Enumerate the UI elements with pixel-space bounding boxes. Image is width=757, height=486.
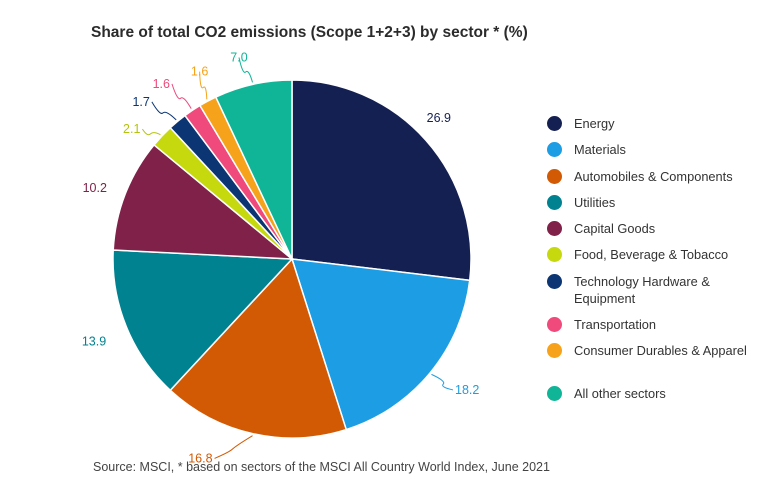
leader-line	[199, 71, 208, 100]
legend-swatch	[547, 194, 562, 210]
legend-swatch	[547, 168, 562, 184]
pie-slice-automobiles-components	[169, 257, 348, 439]
legend-label: Consumer Durables & Apparel	[574, 343, 747, 359]
legend-label: Capital Goods	[574, 221, 656, 237]
legend-label: Materials	[574, 142, 626, 158]
legend-swatch	[547, 273, 562, 289]
leader-line	[151, 101, 177, 121]
legend-item: Capital Goods	[547, 220, 752, 237]
data-label: 7.0	[230, 51, 247, 65]
data-label: 16.8	[188, 451, 212, 465]
data-label: 10.2	[83, 181, 107, 195]
pie-slice-energy	[291, 79, 472, 282]
leader-line	[171, 83, 192, 109]
legend-label: Automobiles & Components	[574, 168, 733, 184]
data-label: 2.1	[123, 122, 140, 136]
legend-label: Utilities	[574, 194, 616, 210]
data-label: 26.9	[427, 111, 451, 125]
leader-line	[214, 435, 253, 459]
legend-item: Consumer Durables & Apparel	[547, 342, 752, 376]
legend-item: Automobiles & Components	[547, 168, 752, 185]
legend-label: Energy	[574, 116, 615, 131]
legend-item: All other sectors	[547, 385, 752, 402]
data-label: 1.6	[191, 65, 208, 79]
legend-label: Transportation	[574, 316, 657, 332]
leader-line	[238, 57, 253, 83]
leader-line	[142, 128, 161, 136]
data-label: 1.7	[132, 95, 149, 109]
chart-title: Share of total CO2 emissions (Scope 1+2+…	[91, 24, 528, 41]
legend-swatch	[547, 116, 562, 131]
legend-item: Food, Beverage & Tobacco	[547, 246, 752, 263]
source-note: Source: MSCI, * based on sectors of the …	[93, 460, 550, 474]
legend-swatch	[547, 386, 562, 402]
data-label: 18.2	[455, 383, 479, 397]
legend-swatch	[547, 247, 562, 263]
legend-swatch	[547, 316, 562, 332]
legend-item: Utilities	[547, 194, 752, 211]
legend-item: Materials	[547, 141, 752, 158]
legend-swatch	[547, 343, 562, 359]
data-label: 13.9	[82, 334, 106, 348]
legend-swatch	[547, 142, 562, 158]
chart-legend: Energy Materials Automobiles & Components U…	[547, 115, 752, 411]
legend-item: Transportation	[547, 316, 752, 333]
legend-item: Technology Hardware & Equipment	[547, 273, 752, 307]
data-label: 1.6	[153, 77, 170, 91]
pie-slice-utilities	[112, 249, 294, 392]
legend-label: All other sectors	[574, 386, 666, 402]
legend-label: Food, Beverage & Tobacco	[574, 247, 729, 263]
pie-slice-materials	[290, 258, 471, 431]
leader-line	[431, 373, 454, 391]
pie-slice-capital-goods	[112, 143, 295, 260]
legend-item: Energy	[547, 115, 752, 132]
legend-label: Technology Hardware & Equipment	[574, 273, 710, 306]
legend-swatch	[547, 221, 562, 237]
pie-slice-all-other-sectors	[214, 79, 293, 260]
